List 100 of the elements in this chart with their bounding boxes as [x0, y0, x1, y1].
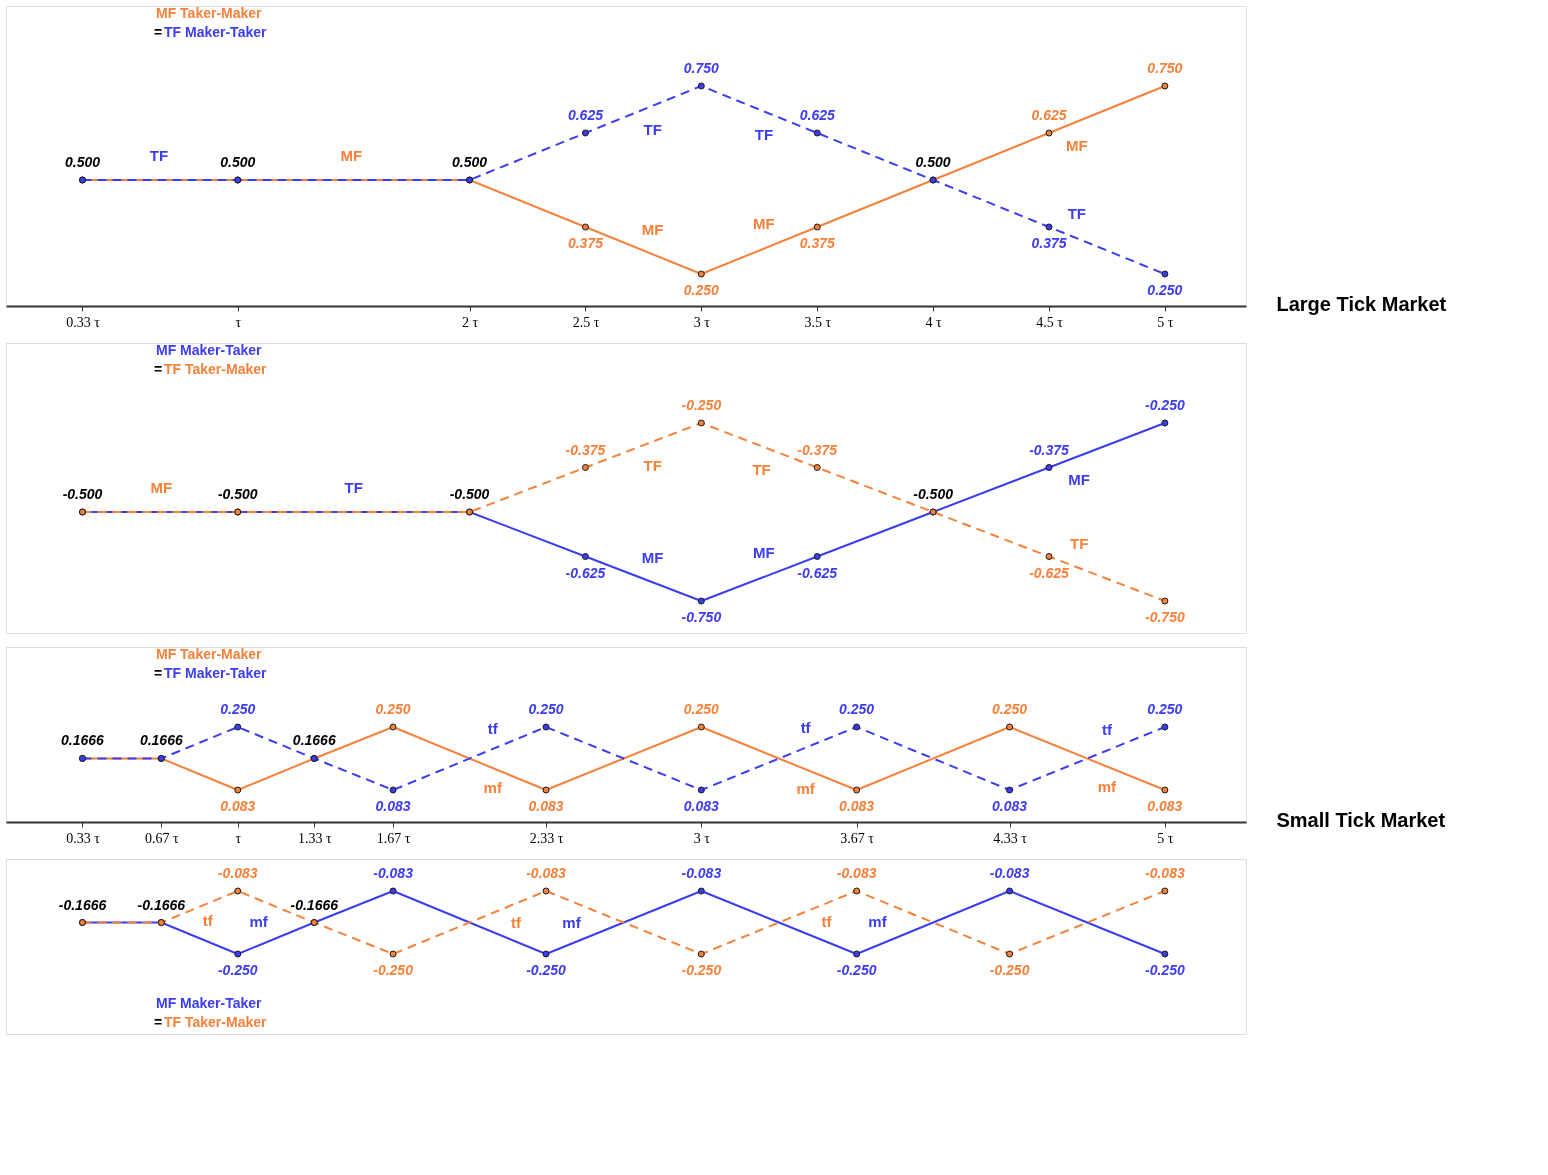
- data-label: -0.750: [1145, 609, 1185, 625]
- annotation: MF: [753, 215, 775, 233]
- text: =: [154, 24, 163, 40]
- point: [697, 597, 705, 605]
- annotation: -0.1666: [137, 896, 186, 913]
- data-label: 0.375: [1031, 235, 1067, 251]
- point: [1161, 270, 1169, 278]
- x-tick-label: 1.33 τ: [297, 830, 332, 846]
- text: MF Maker-Taker: [156, 342, 263, 358]
- point: [1045, 464, 1053, 471]
- annotation: mf: [562, 913, 582, 931]
- data-label: -0.250: [836, 962, 877, 978]
- point: [813, 223, 821, 231]
- text: MF Taker-Maker: [156, 5, 263, 21]
- text: =: [154, 361, 163, 377]
- x-tick-label: 1.67 τ: [376, 830, 411, 846]
- data-label: 0.750: [1147, 60, 1183, 76]
- annotation: TF: [1069, 535, 1089, 553]
- x-tick-label: 0.33 τ: [66, 830, 101, 846]
- data-label: 0.083: [992, 798, 1028, 814]
- annotation: MF: [340, 147, 363, 164]
- annotation: -0.1666: [58, 896, 107, 913]
- data-label: 0.250: [375, 701, 411, 717]
- data-label: -0.083: [373, 865, 414, 881]
- data-label: -0.625: [565, 564, 606, 581]
- annotation: tf: [1101, 721, 1113, 739]
- point: [813, 129, 821, 137]
- data-label: 0.250: [839, 701, 875, 717]
- data-label: 0.250: [992, 701, 1028, 717]
- data-label: 0.083: [375, 798, 411, 814]
- data-label: 0.250: [528, 701, 564, 717]
- annotation: mf: [796, 780, 816, 798]
- data-label: -0.250: [526, 962, 567, 978]
- point: [581, 464, 589, 471]
- data-label: -0.250: [373, 962, 414, 978]
- annotation: MF: [150, 479, 173, 496]
- annotation: MF: [753, 544, 775, 562]
- annotation: 0.1666: [292, 732, 336, 749]
- x-tick-label: 2.5 τ: [572, 314, 600, 330]
- x-axis-title: Large Tick Market: [1276, 292, 1447, 315]
- x-tick-label: 3 τ: [693, 314, 711, 330]
- data-label: 0.083: [220, 798, 256, 814]
- text: MF Taker-Maker: [156, 646, 263, 662]
- text: TF Taker-Maker: [164, 361, 267, 377]
- x-tick-label: τ: [235, 314, 242, 330]
- point: [697, 82, 705, 90]
- data-label: -0.625: [1029, 564, 1070, 581]
- annotation: TF: [1067, 205, 1086, 223]
- point: [1045, 223, 1053, 231]
- data-label: -0.083: [989, 865, 1030, 881]
- data-label: -0.375: [797, 441, 838, 458]
- annotation: 0.500: [220, 154, 256, 170]
- annotation: -0.500: [449, 486, 490, 502]
- data-label: -0.083: [1145, 865, 1185, 881]
- annotation: mf: [1097, 777, 1118, 795]
- data-label: 0.375: [799, 235, 835, 251]
- data-label: 0.083: [683, 798, 720, 814]
- data-label: 0.083: [1147, 798, 1183, 814]
- x-tick-label: 3 τ: [693, 830, 711, 846]
- data-label: 0.750: [683, 60, 720, 76]
- annotation: tf: [800, 718, 812, 736]
- annotation: -0.1666: [290, 896, 339, 913]
- x-tick-label: 4.33 τ: [993, 830, 1028, 846]
- x-tick-label: 4.5 τ: [1036, 314, 1064, 330]
- point: [697, 419, 705, 427]
- data-label: -0.750: [681, 609, 722, 625]
- annotation: tf: [202, 911, 214, 929]
- point: [1161, 82, 1169, 90]
- text: =: [154, 1014, 163, 1030]
- point: [1161, 597, 1169, 605]
- data-label: -0.083: [681, 865, 722, 881]
- data-label: 0.250: [683, 701, 720, 717]
- annotation: mf: [249, 913, 269, 931]
- data-label: -0.250: [681, 397, 722, 413]
- annotation: mf: [483, 778, 503, 796]
- annotation: MF: [641, 221, 664, 239]
- annotation: TF: [643, 120, 662, 138]
- data-label: 0.083: [839, 798, 875, 814]
- data-label: -0.083: [526, 865, 567, 881]
- x-tick-label: 3.67 τ: [840, 830, 875, 846]
- point: [1045, 129, 1053, 137]
- annotation: 0.1666: [139, 732, 183, 749]
- text: =: [154, 665, 163, 681]
- annotation: 0.500: [452, 154, 488, 170]
- data-label: -0.250: [1145, 397, 1185, 413]
- annotation: TF: [149, 147, 169, 164]
- annotation: 0.1666: [61, 732, 105, 749]
- annotation: 0.500: [64, 154, 101, 170]
- data-label: -0.250: [217, 962, 258, 978]
- x-tick-label: 5 τ: [1157, 830, 1174, 846]
- data-label: 0.250: [1147, 282, 1183, 298]
- data-label: -0.250: [681, 962, 722, 978]
- point: [1161, 419, 1169, 427]
- data-label: 0.250: [220, 701, 256, 717]
- x-tick-label: τ: [235, 830, 242, 846]
- x-tick-label: 0.33 τ: [66, 314, 101, 330]
- x-tick-label: 5 τ: [1157, 314, 1174, 330]
- data-label: 0.375: [567, 235, 604, 251]
- x-tick-label: 3.5 τ: [804, 314, 832, 330]
- x-tick-label: 4 τ: [925, 314, 943, 330]
